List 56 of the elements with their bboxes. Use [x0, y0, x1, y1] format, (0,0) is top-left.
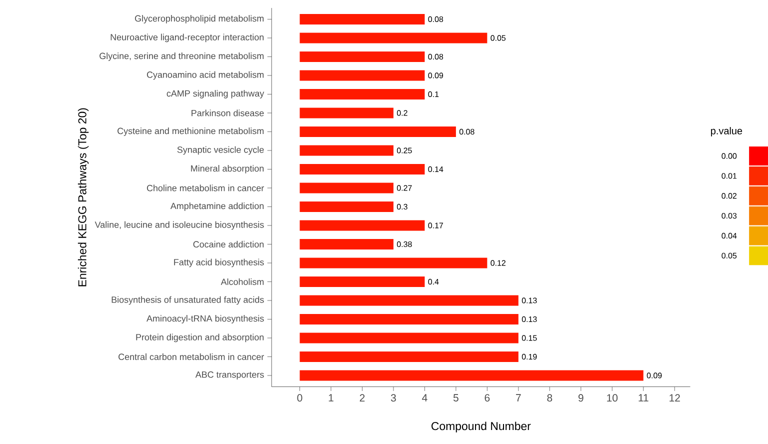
bar [300, 220, 425, 231]
y-tick-label: Glycerophospholipid metabolism [134, 15, 264, 24]
x-axis-title: Compound Number [432, 422, 531, 433]
bar [300, 276, 425, 288]
y-tick-label: ABC transporters [195, 372, 264, 380]
x-tick-label: 5 [453, 394, 458, 402]
x-tick-label: 11 [638, 394, 648, 402]
x-tick-label: 10 [607, 394, 618, 402]
y-tick-label: Choline metabolism in cancer [146, 184, 264, 192]
y-tick-label: Parkinson disease [192, 110, 264, 116]
y-tick-label: Central carbon metabolism in cancer [118, 354, 264, 360]
y-tick-label: Fatty acid biosynthesis [174, 259, 264, 268]
bar [300, 126, 456, 138]
y-tick-label: Alcoholism [220, 278, 264, 286]
x-tick-label: 4 [422, 394, 428, 402]
x-tick-label: 7 [516, 394, 521, 402]
y-tick-label: Protein digestion and absorption [136, 334, 264, 342]
y-tick-label: Valine, leucine and isoleucine biosynthesis [94, 222, 264, 230]
bar [300, 108, 394, 118]
bar [300, 202, 394, 212]
bar [300, 14, 425, 25]
x-tick-label: 12 [670, 394, 680, 402]
bar [300, 182, 394, 194]
y-tick-label: Amphetamine addiction [170, 202, 264, 212]
y-tick-label: Cyanoamino acid metabolism [146, 72, 264, 80]
y-tick-label: Glycine, serine and threonine metabolism [100, 52, 264, 62]
bar [300, 352, 518, 362]
y-tick-label: Synaptic vesicle cycle [177, 146, 264, 155]
y-tick-label: Mineral absorption [191, 165, 264, 174]
x-tick-label: 3 [390, 394, 396, 402]
bar [300, 89, 425, 100]
bar [300, 52, 425, 62]
y-tick-label: Neuroactive ligand-receptor interaction [110, 34, 264, 42]
bar [300, 164, 425, 175]
x-tick-label: 1 [328, 394, 334, 402]
bar [300, 314, 518, 325]
bar [300, 32, 488, 44]
x-tick-label: 8 [547, 394, 552, 402]
x-tick-label: 6 [484, 394, 490, 402]
bar [300, 239, 394, 250]
y-tick-label: Cocaine addiction [193, 241, 264, 248]
bar [300, 258, 488, 268]
bar [300, 295, 518, 306]
color-bar-title: p.value [711, 127, 742, 137]
x-tick-label: 0 [297, 394, 302, 402]
bar [300, 70, 425, 81]
x-tick-label: 2 [360, 394, 365, 402]
y-tick-label: Cysteine and methionine metabolism [118, 128, 264, 136]
y-axis-title: Enriched KEGG Pathways (Top 20) [78, 108, 89, 286]
bar [300, 145, 394, 156]
y-tick-label: cAMP signaling pathway [166, 90, 264, 99]
y-tick-label: Aminoacyl-tRNA biosynthesis [146, 315, 264, 324]
bar [300, 370, 644, 381]
x-tick-label: 9 [578, 394, 584, 402]
y-tick-label: Biosynthesis of unsaturated fatty acids [112, 296, 264, 305]
bar [300, 332, 518, 344]
